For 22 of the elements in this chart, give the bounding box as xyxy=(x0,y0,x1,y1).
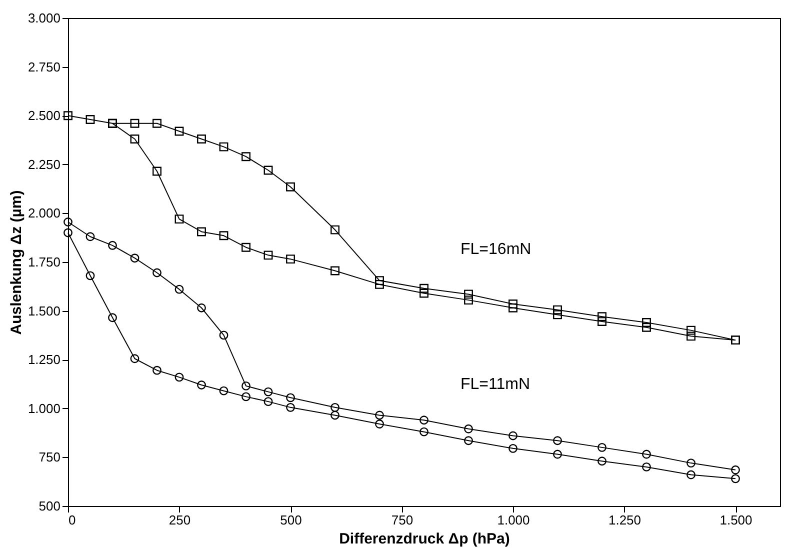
y-tick-label: 750 xyxy=(38,450,60,465)
y-tick-label: 1.500 xyxy=(28,303,60,318)
y-axis-title: Auslenkung Δz (µm) xyxy=(8,190,25,335)
y-tick-label: 500 xyxy=(38,498,60,514)
x-tick-label: 500 xyxy=(280,512,302,528)
y-tick-label: 2.500 xyxy=(28,108,60,124)
y-tick-label: 1.250 xyxy=(28,352,60,368)
x-tick-label: 1.250 xyxy=(608,512,642,528)
y-tick-label: 2.750 xyxy=(28,59,60,74)
x-tick-label: 750 xyxy=(391,512,414,528)
x-tick-label: 250 xyxy=(168,512,191,528)
x-tick-label: 1.000 xyxy=(497,512,530,528)
annotation: FL=16mN xyxy=(460,241,532,258)
x-tick-label: 1.500 xyxy=(720,512,752,528)
y-tick-label: 2.250 xyxy=(28,156,60,172)
y-tick-label: 1.000 xyxy=(28,400,60,416)
annotation: FL=11mN xyxy=(460,376,530,393)
x-tick-label: 0 xyxy=(68,512,76,528)
y-tick-label: 1.750 xyxy=(28,254,60,270)
y-tick-label: 3.000 xyxy=(28,10,60,26)
x-axis-title: Differenzdruck Δp (hPa) xyxy=(339,530,510,548)
y-tick-label: 2.000 xyxy=(28,206,60,221)
